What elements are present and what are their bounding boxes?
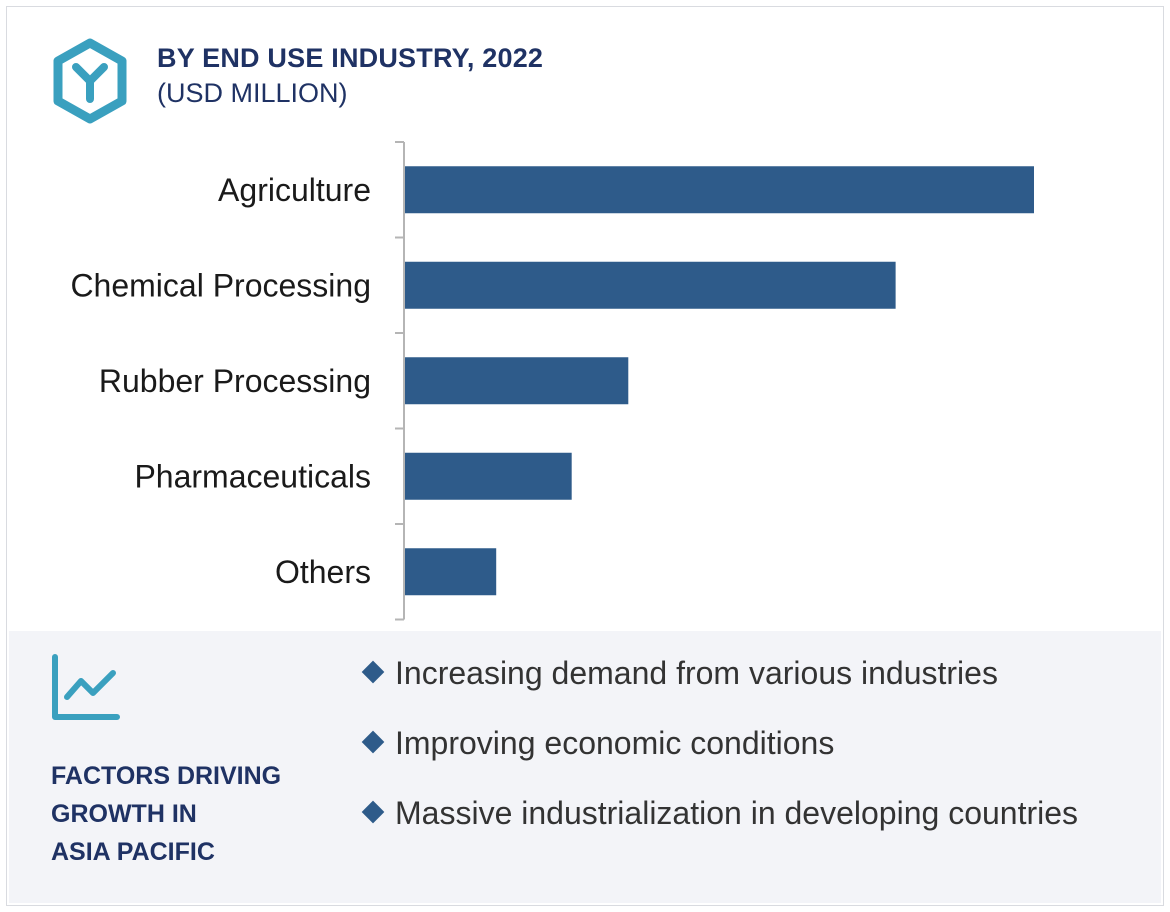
category-label: Agriculture <box>218 172 371 208</box>
factor-item: Increasing demand from various industrie… <box>361 649 1121 697</box>
category-label: Chemical Processing <box>70 267 371 303</box>
category-label: Rubber Processing <box>99 363 371 399</box>
factors-title-line: GROWTH IN <box>51 800 197 828</box>
bar-rubber-processing <box>405 357 629 405</box>
hexagon-y-icon <box>53 38 127 124</box>
bar-others <box>405 548 497 596</box>
factors-title-line: FACTORS DRIVING <box>51 762 282 790</box>
category-label: Others <box>275 554 371 590</box>
factor-item: Improving economic conditions <box>361 719 1121 767</box>
chart-subtitle: (USD MILLION) <box>157 78 348 108</box>
chart-title: BY END USE INDUSTRY, 2022 <box>157 43 544 73</box>
factors-list: Increasing demand from various industrie… <box>361 649 1121 859</box>
bar-pharmaceuticals <box>405 452 572 500</box>
factor-text: Massive industrialization in developing … <box>395 795 1079 831</box>
factor-text: Increasing demand from various industrie… <box>395 655 998 691</box>
factors-panel: FACTORS DRIVING GROWTH IN ASIA PACIFIC I… <box>9 631 1161 903</box>
factors-title: FACTORS DRIVING GROWTH IN ASIA PACIFIC <box>51 757 321 871</box>
factors-title-line: ASIA PACIFIC <box>51 838 215 866</box>
bar-chart: Agriculture Chemical Processing Rubber Pro… <box>70 141 1034 621</box>
category-label: Pharmaceuticals <box>134 458 371 494</box>
bar-chemical-processing <box>405 261 896 309</box>
line-chart-icon <box>52 654 120 720</box>
diamond-bullet-icon <box>361 730 385 754</box>
factor-item: Massive industrialization in developing … <box>361 789 1121 837</box>
diamond-bullet-icon <box>361 800 385 824</box>
diamond-bullet-icon <box>361 660 385 684</box>
chart-card: BY END USE INDUSTRY, 2022 (USD MILLION) … <box>6 6 1164 906</box>
bar-agriculture <box>405 166 1034 214</box>
factor-text: Improving economic conditions <box>395 725 835 761</box>
